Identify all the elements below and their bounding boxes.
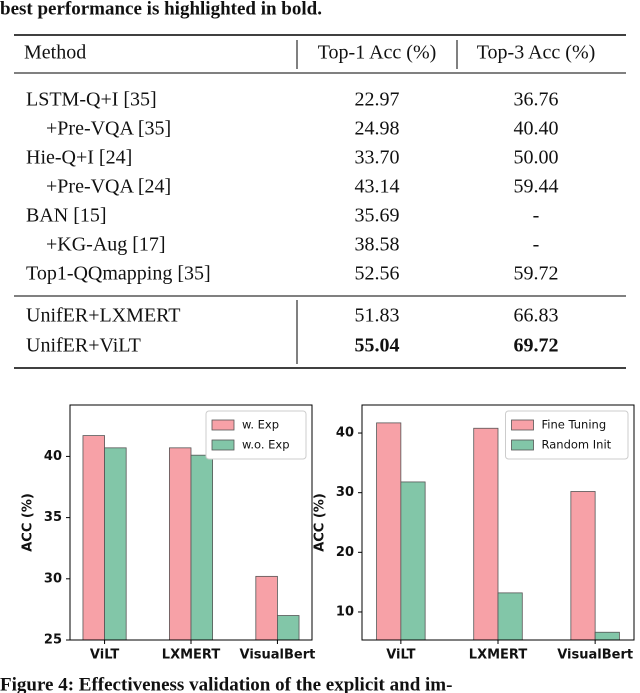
table-cell: 43.14 — [355, 176, 400, 198]
table-cell: 69.72 — [514, 335, 559, 357]
bar — [168, 447, 192, 641]
table-cell: 50.00 — [514, 147, 559, 169]
y-tick-label: 30 — [336, 485, 354, 500]
legend-swatch — [211, 439, 235, 451]
x-tick-label: VisualBert — [239, 648, 315, 663]
y-tick-label: 10 — [336, 604, 354, 619]
table-cell: - — [533, 205, 540, 227]
table-cell: 33.70 — [355, 147, 400, 169]
y-axis-label: ACC (%) — [21, 493, 36, 552]
x-tick-label: VisualBert — [557, 648, 633, 663]
x-tick-label: LXMERT — [162, 648, 221, 663]
y-tick-label: 30 — [44, 571, 62, 586]
figure-caption: Figure 4: Effectiveness validation of th… — [0, 674, 452, 693]
table-cell: 35.69 — [355, 205, 400, 227]
table-cell: - — [533, 234, 540, 256]
table-cell: 38.58 — [355, 234, 400, 256]
table-cell: LSTM-Q+I [35] — [26, 89, 157, 111]
legend-label: Fine Tuning — [542, 418, 607, 432]
plot-frame — [69, 404, 313, 641]
plot-frame — [361, 404, 635, 641]
legend-label: w. Exp — [242, 418, 279, 432]
table-cell: +KG-Aug [17] — [46, 234, 166, 256]
legend-swatch — [511, 439, 534, 451]
x-tick-label: ViLT — [90, 648, 119, 663]
header-text: best performance is highlighted in bold. — [0, 0, 322, 19]
table-cell: UnifER+ViLT — [26, 335, 141, 357]
table-cell: Hie-Q+I [24] — [26, 147, 132, 169]
y-tick-label: 40 — [44, 449, 62, 464]
bar — [400, 481, 426, 641]
table-cell: Top1-QQmapping [35] — [26, 263, 211, 285]
bar — [82, 435, 105, 641]
table-cell: 55.04 — [355, 335, 400, 357]
legend-box — [505, 410, 629, 460]
legend-label: Random Init — [542, 438, 612, 452]
table-header-cell: Top-1 Acc (%) — [318, 42, 437, 64]
legend-label: w.o. Exp — [242, 438, 290, 452]
table-cell: 51.83 — [355, 305, 400, 327]
table-cell: +Pre-VQA [35] — [46, 118, 171, 140]
bar — [594, 631, 620, 641]
bar — [255, 575, 278, 641]
table-cell: 40.40 — [514, 118, 559, 140]
bar — [104, 447, 127, 641]
y-tick-label: 35 — [44, 510, 62, 525]
table-cell: 52.56 — [355, 263, 400, 285]
bar — [473, 427, 499, 641]
legend-swatch — [511, 419, 534, 431]
table-header-cell: Top-3 Acc (%) — [477, 42, 596, 64]
table-cell: +Pre-VQA [24] — [46, 176, 171, 198]
x-tick-label: ViLT — [386, 648, 415, 663]
bar — [190, 454, 214, 641]
y-tick-label: 20 — [336, 545, 354, 560]
table-cell: 24.98 — [355, 118, 400, 140]
bar — [497, 592, 523, 641]
bar — [570, 491, 596, 641]
table-cell: 66.83 — [514, 305, 559, 327]
x-tick-label: LXMERT — [469, 648, 528, 663]
table-cell: 36.76 — [514, 89, 559, 111]
bar — [277, 615, 300, 641]
table-cell: UnifER+LXMERT — [26, 305, 181, 327]
table-cell: 59.44 — [514, 176, 559, 198]
bar — [376, 422, 402, 641]
table-cell: 22.97 — [355, 89, 400, 111]
table-header-cell: Method — [24, 42, 86, 64]
table-cell: BAN [15] — [26, 205, 107, 227]
legend-swatch — [211, 419, 235, 431]
y-tick-label: 40 — [336, 426, 354, 441]
y-axis-label: ACC (%) — [313, 493, 328, 552]
y-tick-label: 25 — [44, 633, 62, 648]
table-cell: 59.72 — [514, 263, 559, 285]
